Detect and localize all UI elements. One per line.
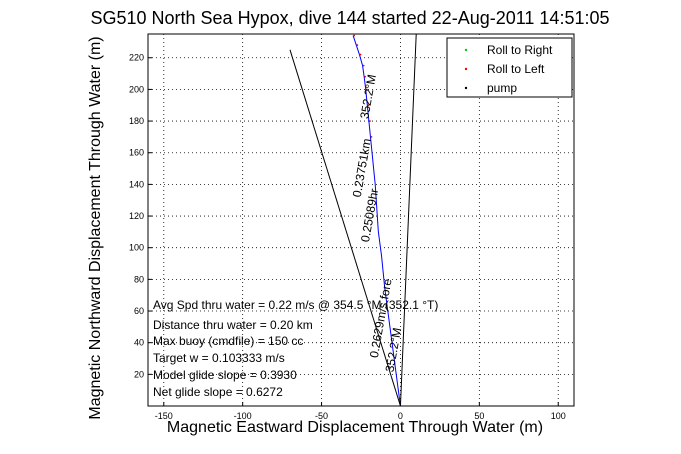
roll-left-point [356, 44, 359, 46]
y-tick-label: 20 [134, 369, 144, 379]
y-tick-label: 180 [129, 116, 144, 126]
legend-box [446, 37, 573, 98]
annotation-block: Avg Spd thru water = 0.22 m/s @ 354.5 °M… [153, 298, 438, 399]
y-tick-label: 120 [129, 211, 144, 221]
legend-label-roll-right: Roll to Right [487, 43, 553, 57]
series-line-a-line [289, 49, 401, 407]
annotation-distance: Distance thru water = 0.20 km [153, 318, 313, 332]
x-tick-label: -150 [155, 411, 173, 421]
annotation-max-buoy: Max buoy (cmdfile) = 150 cc [153, 334, 303, 348]
y-tick-label: 200 [129, 84, 144, 94]
x-tick-label: -100 [234, 411, 252, 421]
x-tick-label: 50 [474, 411, 484, 421]
y-tick-label: 220 [129, 53, 144, 63]
y-tick-label: 60 [134, 306, 144, 316]
roll-left-point [365, 88, 368, 91]
roll-left-point [368, 120, 371, 122]
roll-left-point [359, 53, 362, 56]
chart-title: SG510 North Sea Hypox, dive 144 started … [90, 8, 609, 28]
series-group [289, 33, 417, 407]
roll-left-point [367, 104, 370, 107]
y-axis-ticks: 20 40 60 80 100 120 140 160 180 200 220 [129, 53, 152, 379]
series-line-b-line [399, 33, 417, 407]
y-tick-label: 100 [129, 243, 144, 253]
annotation-avg-speed: Avg Spd thru water = 0.22 m/s @ 354.5 °M… [153, 298, 438, 312]
x-tick-label: -50 [315, 411, 328, 421]
legend-label-roll-left: Roll to Left [487, 62, 545, 76]
legend-label-pump: pump [487, 81, 517, 95]
legend-marker-pump [464, 86, 468, 90]
annotation-target-w: Target w = 0.103333 m/s [153, 351, 285, 365]
x-axis-label: Magnetic Eastward Displacement Through W… [167, 419, 543, 436]
roll-left-point [370, 135, 373, 138]
y-tick-label: 160 [129, 148, 144, 158]
legend: Roll to Right Roll to Left pump [446, 37, 573, 98]
legend-marker-roll-left [464, 67, 468, 71]
x-tick-label: 100 [551, 411, 566, 421]
y-tick-label: 80 [134, 274, 144, 284]
y-tick-label: 40 [134, 338, 144, 348]
annotation-model-glide: Model glide slope = 0.3930 [153, 368, 297, 382]
legend-marker-roll-right [464, 48, 468, 52]
annotation-net-glide: Net glide slope = 0.6272 [153, 385, 283, 399]
roll-left-point [364, 75, 367, 78]
y-axis-label: Magnetic Northward Displacement Through … [87, 36, 104, 419]
x-tick-label: 0 [398, 411, 403, 421]
roll-left-point [353, 34, 356, 37]
y-tick-label: 140 [129, 179, 144, 189]
series-track-line [352, 35, 401, 407]
roll-left-point [362, 64, 365, 67]
